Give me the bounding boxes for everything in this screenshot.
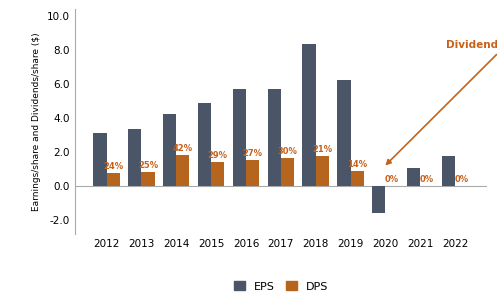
Text: 14%: 14% — [347, 160, 367, 169]
Bar — [233, 88, 246, 186]
Bar — [337, 80, 350, 186]
Bar — [281, 158, 294, 186]
Text: 30%: 30% — [277, 147, 297, 156]
Bar — [372, 186, 385, 213]
Bar — [141, 172, 155, 186]
Bar — [407, 168, 420, 186]
Text: 0%: 0% — [455, 175, 469, 184]
Text: 24%: 24% — [103, 162, 123, 171]
Legend: EPS, DPS: EPS, DPS — [229, 277, 332, 296]
Bar — [163, 114, 176, 186]
Text: 0%: 0% — [385, 175, 399, 184]
Text: Dividends disappear: Dividends disappear — [387, 40, 497, 164]
Bar — [442, 156, 455, 186]
Y-axis label: Earnings/share and Dividends/share ($): Earnings/share and Dividends/share ($) — [32, 32, 41, 211]
Bar — [106, 173, 120, 186]
Text: 29%: 29% — [208, 151, 228, 160]
Text: 21%: 21% — [312, 145, 332, 154]
Text: 0%: 0% — [420, 175, 434, 184]
Bar — [211, 162, 224, 186]
Bar — [350, 171, 364, 186]
Bar — [267, 89, 281, 186]
Bar — [198, 103, 211, 186]
Bar — [93, 133, 106, 186]
Text: 27%: 27% — [243, 148, 262, 158]
Bar — [246, 160, 259, 186]
Bar — [176, 155, 189, 186]
Bar — [128, 129, 141, 186]
Bar — [302, 44, 316, 186]
Bar — [316, 156, 329, 186]
Text: 42%: 42% — [173, 144, 193, 153]
Text: 25%: 25% — [138, 160, 158, 169]
